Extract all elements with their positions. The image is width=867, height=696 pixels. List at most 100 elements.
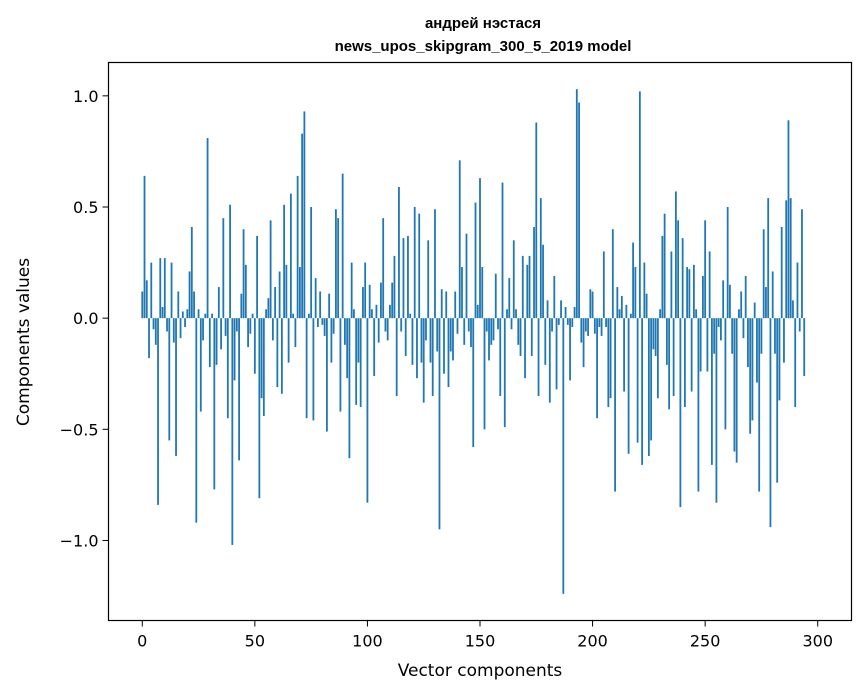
bar-55 xyxy=(265,309,268,319)
bar-247 xyxy=(697,318,700,492)
bar-125 xyxy=(422,318,425,403)
bar-57 xyxy=(269,220,272,319)
bar-8 xyxy=(159,258,162,319)
bar-111 xyxy=(391,282,394,319)
bar-18 xyxy=(181,311,184,319)
bar-28 xyxy=(204,313,207,319)
bar-174 xyxy=(533,227,535,319)
bar-34 xyxy=(217,287,220,319)
bar-191 xyxy=(571,318,574,328)
bar-40 xyxy=(231,318,234,545)
bar-183 xyxy=(553,275,556,319)
bar-181 xyxy=(548,318,551,403)
bar-81 xyxy=(323,318,326,336)
bar-71 xyxy=(301,133,304,319)
bar-209 xyxy=(611,229,614,319)
bar-84 xyxy=(330,318,333,363)
bar-241 xyxy=(683,318,686,408)
bar-224 xyxy=(645,293,648,319)
bar-64 xyxy=(285,264,288,319)
bar-206 xyxy=(605,318,607,328)
bar-170 xyxy=(524,318,526,379)
bar-187 xyxy=(562,318,565,594)
bar-5 xyxy=(152,318,155,330)
bar-68 xyxy=(294,318,297,348)
bar-235 xyxy=(670,251,673,319)
bar-292 xyxy=(798,318,801,332)
bar-117 xyxy=(404,318,407,356)
bar-175 xyxy=(535,122,538,319)
bar-211 xyxy=(616,287,619,319)
bar-27 xyxy=(202,318,204,341)
bar-30 xyxy=(208,318,211,368)
bar-225 xyxy=(647,318,650,456)
bar-97 xyxy=(359,318,362,408)
bar-168 xyxy=(519,318,522,356)
bar-32 xyxy=(213,318,216,490)
bar-244 xyxy=(690,318,693,392)
bar-37 xyxy=(224,318,227,336)
bar-238 xyxy=(677,220,680,319)
y-axis-ticks: 1.0 0.5 0.0 −0.5 −1.0 xyxy=(60,87,109,550)
bar-88 xyxy=(339,318,342,412)
bar-116 xyxy=(402,238,405,319)
bar-107 xyxy=(382,218,385,319)
bar-26 xyxy=(199,318,202,412)
bar-285 xyxy=(783,318,785,363)
bar-272 xyxy=(753,302,756,319)
bar-63 xyxy=(283,204,286,319)
x-tick-label: 200 xyxy=(577,632,608,651)
bar-45 xyxy=(242,229,245,319)
bar-102 xyxy=(371,309,373,319)
bar-79 xyxy=(319,291,322,319)
bar-77 xyxy=(314,278,317,319)
bar-126 xyxy=(425,318,427,341)
bar-197 xyxy=(584,318,587,332)
bar-173 xyxy=(530,318,533,356)
bar-219 xyxy=(634,267,637,319)
bar-143 xyxy=(463,318,466,345)
bar-36 xyxy=(222,218,225,319)
bar-115 xyxy=(400,318,403,332)
bar-167 xyxy=(517,318,520,345)
bar-131 xyxy=(436,318,439,352)
bar-124 xyxy=(420,318,423,363)
bar-123 xyxy=(418,213,421,319)
bar-164 xyxy=(510,318,513,330)
bar-280 xyxy=(771,271,774,319)
bar-281 xyxy=(774,318,776,354)
bar-90 xyxy=(344,318,346,345)
bar-188 xyxy=(564,307,567,319)
bar-233 xyxy=(665,318,668,365)
bar-149 xyxy=(476,304,479,319)
bar-287 xyxy=(787,120,790,319)
bar-283 xyxy=(778,318,781,401)
bar-257 xyxy=(720,318,722,341)
bar-265 xyxy=(738,309,740,319)
bar-98 xyxy=(362,287,364,319)
bar-41 xyxy=(233,318,236,381)
bar-221 xyxy=(638,91,641,319)
bar-275 xyxy=(760,318,763,354)
bar-series xyxy=(141,89,806,594)
bar-229 xyxy=(656,318,659,399)
bar-101 xyxy=(368,284,371,319)
bar-15 xyxy=(175,318,177,456)
bar-273 xyxy=(756,318,758,383)
x-tick-label: 250 xyxy=(690,632,721,651)
bar-7 xyxy=(157,318,159,505)
bar-186 xyxy=(560,300,562,319)
bar-17 xyxy=(179,318,182,339)
y-tick-label: 1.0 xyxy=(73,87,98,106)
bar-208 xyxy=(609,318,612,399)
bar-23 xyxy=(193,291,195,319)
bar-113 xyxy=(395,318,398,396)
bar-83 xyxy=(328,293,331,319)
bar-44 xyxy=(240,293,243,319)
bar-9 xyxy=(161,307,164,319)
bar-86 xyxy=(335,209,337,319)
bar-291 xyxy=(796,262,799,319)
bar-267 xyxy=(742,318,745,339)
bar-249 xyxy=(702,275,704,319)
bar-48 xyxy=(249,318,252,334)
